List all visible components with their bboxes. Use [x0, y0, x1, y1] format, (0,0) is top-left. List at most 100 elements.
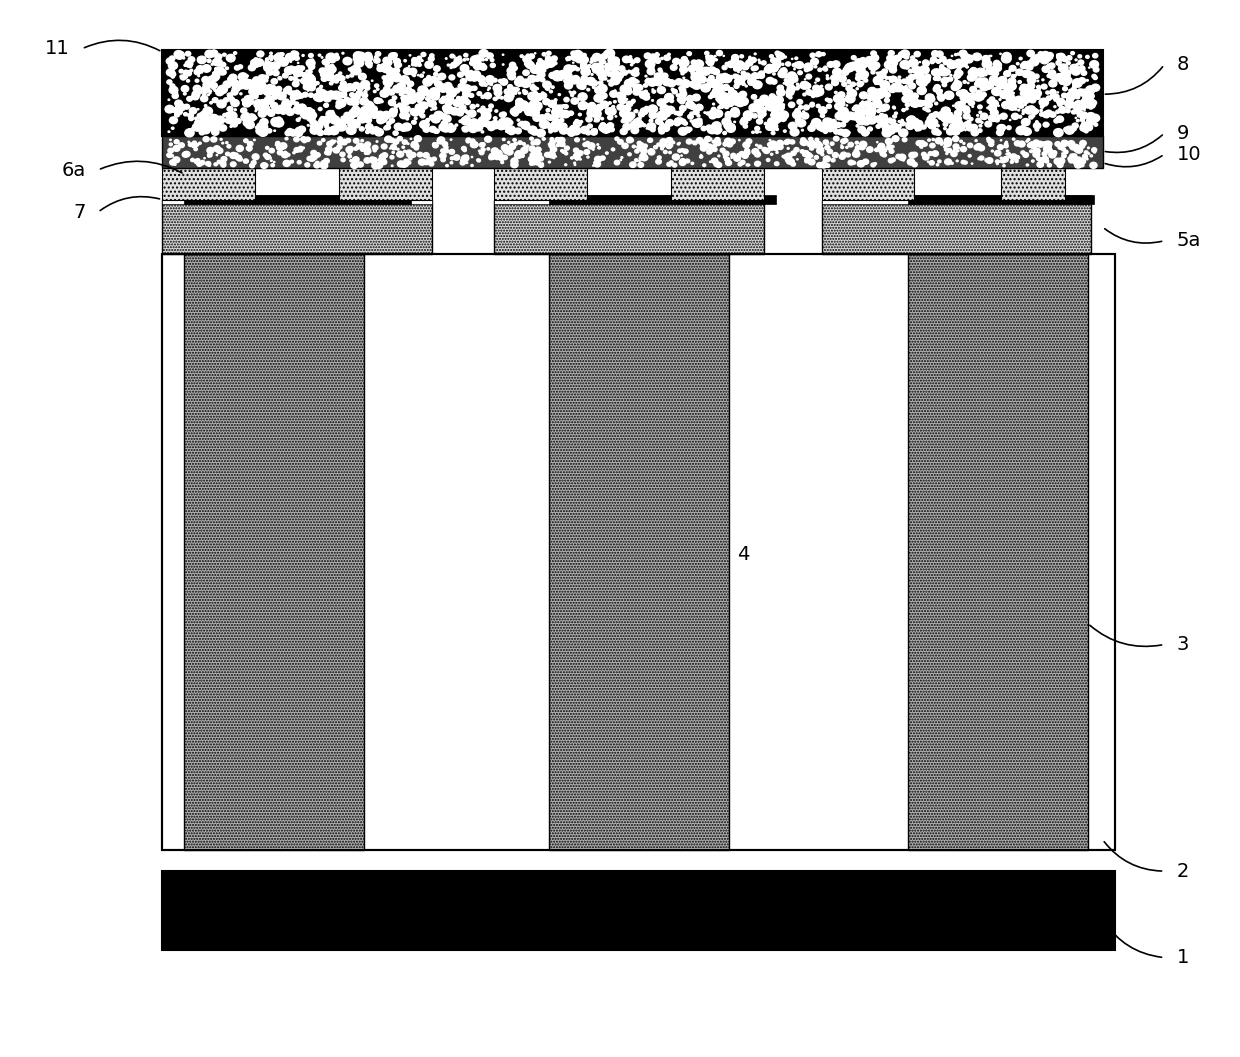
Circle shape: [960, 73, 962, 76]
Circle shape: [916, 100, 924, 107]
Circle shape: [533, 162, 536, 165]
Circle shape: [454, 88, 460, 93]
Circle shape: [283, 99, 289, 104]
Circle shape: [848, 143, 853, 147]
Circle shape: [445, 99, 453, 106]
Circle shape: [510, 129, 515, 134]
Circle shape: [570, 94, 574, 96]
Circle shape: [686, 101, 694, 108]
Circle shape: [708, 137, 712, 141]
Circle shape: [807, 142, 813, 147]
Circle shape: [335, 53, 339, 56]
Circle shape: [598, 112, 600, 113]
Circle shape: [481, 131, 484, 133]
Circle shape: [470, 60, 475, 66]
Circle shape: [355, 94, 357, 96]
Circle shape: [217, 148, 223, 153]
Circle shape: [517, 119, 520, 122]
Circle shape: [516, 98, 523, 105]
Circle shape: [930, 57, 936, 62]
Circle shape: [365, 152, 367, 154]
Circle shape: [196, 96, 197, 98]
Circle shape: [987, 107, 988, 109]
Circle shape: [573, 66, 577, 70]
Circle shape: [644, 94, 650, 100]
Circle shape: [223, 90, 226, 92]
Circle shape: [463, 85, 471, 93]
Circle shape: [523, 70, 529, 75]
Circle shape: [195, 160, 200, 164]
Circle shape: [254, 105, 257, 107]
Circle shape: [640, 153, 646, 159]
Circle shape: [1066, 56, 1071, 60]
Circle shape: [1040, 157, 1044, 161]
Circle shape: [1037, 80, 1039, 81]
Circle shape: [403, 68, 412, 75]
Circle shape: [270, 58, 273, 60]
Circle shape: [186, 79, 190, 82]
Circle shape: [682, 96, 687, 100]
Text: 5a: 5a: [1177, 231, 1202, 251]
Circle shape: [682, 160, 683, 161]
Circle shape: [817, 163, 823, 168]
Circle shape: [495, 110, 497, 112]
Circle shape: [1012, 138, 1014, 141]
Circle shape: [402, 97, 410, 105]
Circle shape: [786, 94, 791, 97]
Circle shape: [719, 105, 724, 109]
Circle shape: [275, 90, 279, 93]
Circle shape: [1004, 144, 1008, 148]
Circle shape: [532, 130, 538, 135]
Circle shape: [401, 96, 405, 100]
Circle shape: [804, 63, 813, 71]
Circle shape: [856, 66, 864, 73]
Circle shape: [603, 60, 606, 63]
Circle shape: [928, 96, 935, 103]
Circle shape: [932, 138, 935, 141]
Circle shape: [170, 56, 175, 61]
Circle shape: [826, 77, 830, 79]
Circle shape: [901, 109, 905, 112]
Circle shape: [599, 81, 603, 85]
Circle shape: [248, 82, 257, 89]
Circle shape: [433, 94, 439, 99]
Circle shape: [919, 61, 920, 62]
Circle shape: [682, 91, 683, 92]
Circle shape: [784, 56, 786, 58]
Circle shape: [588, 64, 591, 68]
Circle shape: [1037, 95, 1038, 96]
Circle shape: [873, 76, 883, 85]
Circle shape: [791, 76, 799, 82]
Circle shape: [357, 52, 366, 59]
Circle shape: [208, 155, 210, 157]
Circle shape: [892, 119, 895, 124]
Circle shape: [918, 87, 926, 94]
Circle shape: [755, 144, 758, 146]
Circle shape: [672, 155, 676, 159]
Circle shape: [703, 165, 706, 166]
Circle shape: [770, 148, 773, 150]
Circle shape: [975, 81, 982, 87]
Circle shape: [998, 125, 1006, 130]
Circle shape: [892, 123, 898, 129]
Circle shape: [908, 159, 915, 165]
Circle shape: [596, 63, 604, 70]
Circle shape: [198, 75, 200, 76]
Circle shape: [480, 143, 485, 147]
Circle shape: [626, 101, 632, 107]
Circle shape: [988, 84, 993, 88]
Circle shape: [495, 90, 502, 96]
Circle shape: [1064, 70, 1071, 76]
Circle shape: [880, 152, 885, 156]
Circle shape: [1029, 58, 1039, 66]
Circle shape: [580, 79, 584, 82]
Circle shape: [440, 114, 446, 119]
Circle shape: [666, 144, 672, 149]
Circle shape: [1045, 91, 1049, 94]
Circle shape: [489, 153, 496, 160]
Circle shape: [1091, 63, 1094, 66]
Circle shape: [521, 154, 525, 157]
Circle shape: [755, 130, 759, 133]
Circle shape: [445, 95, 454, 103]
Circle shape: [797, 119, 806, 127]
